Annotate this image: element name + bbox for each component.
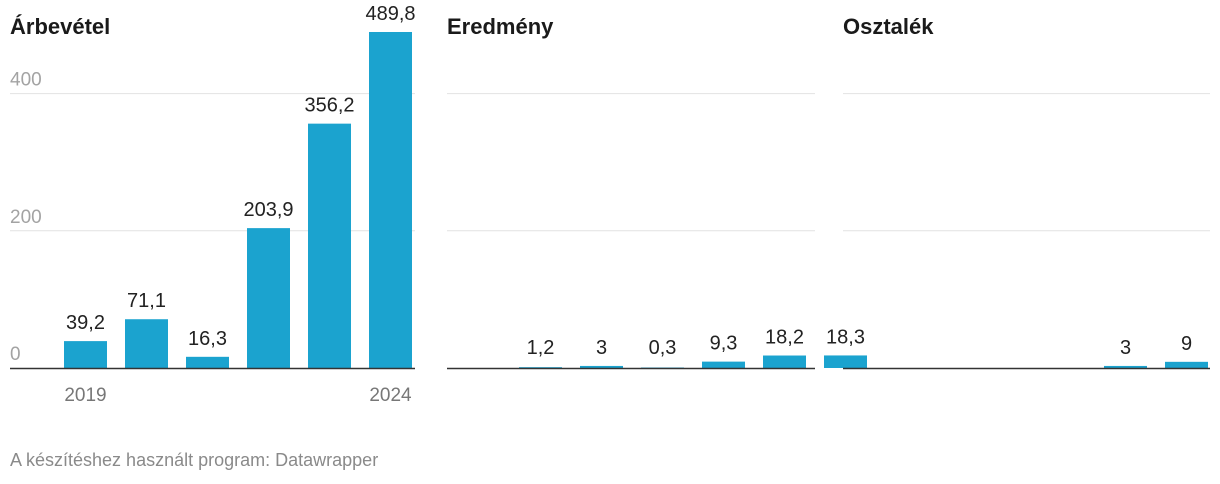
data-label: 1,2 bbox=[527, 337, 555, 359]
data-label: 9,3 bbox=[710, 333, 738, 355]
data-label: 18,3 bbox=[826, 326, 865, 348]
data-label: 18,2 bbox=[765, 327, 804, 349]
data-label: 0,3 bbox=[649, 337, 677, 359]
y-tick-label: 0 bbox=[10, 344, 21, 365]
data-label: 3 bbox=[1120, 337, 1131, 359]
y-tick-label: 400 bbox=[10, 70, 42, 91]
panel-title-1: Eredmény bbox=[447, 14, 554, 39]
bar bbox=[763, 355, 806, 368]
source-credit: A készítéshez használt program: Datawrap… bbox=[10, 450, 379, 470]
bar bbox=[186, 356, 229, 368]
bar bbox=[519, 367, 562, 368]
bar bbox=[1165, 361, 1208, 368]
panel-title-2: Osztalék bbox=[843, 14, 934, 39]
data-label: 71,1 bbox=[127, 290, 166, 312]
data-label: 356,2 bbox=[304, 95, 354, 117]
bar bbox=[824, 355, 867, 368]
data-label: 9 bbox=[1181, 333, 1192, 355]
x-tick-label: 2019 bbox=[64, 385, 106, 406]
bar bbox=[369, 31, 412, 369]
bar bbox=[308, 123, 351, 369]
bar bbox=[64, 341, 107, 368]
bar bbox=[125, 319, 168, 368]
y-tick-label: 200 bbox=[10, 207, 42, 228]
data-label: 16,3 bbox=[188, 328, 227, 350]
bar bbox=[247, 228, 290, 368]
data-label: 203,9 bbox=[243, 199, 293, 221]
data-label: 3 bbox=[596, 337, 607, 359]
data-label: 489,8 bbox=[365, 3, 415, 25]
panel-title-0: Árbevétel bbox=[10, 14, 110, 39]
small-multiples-chart: Árbevétel 0 200 400 39,2 71,1 16,3 203,9 356,2 48… bbox=[10, 3, 1210, 406]
data-label: 39,2 bbox=[66, 312, 105, 334]
bar bbox=[580, 365, 623, 368]
bar bbox=[1104, 365, 1147, 368]
bar bbox=[702, 361, 745, 368]
x-tick-label: 2024 bbox=[369, 385, 412, 406]
